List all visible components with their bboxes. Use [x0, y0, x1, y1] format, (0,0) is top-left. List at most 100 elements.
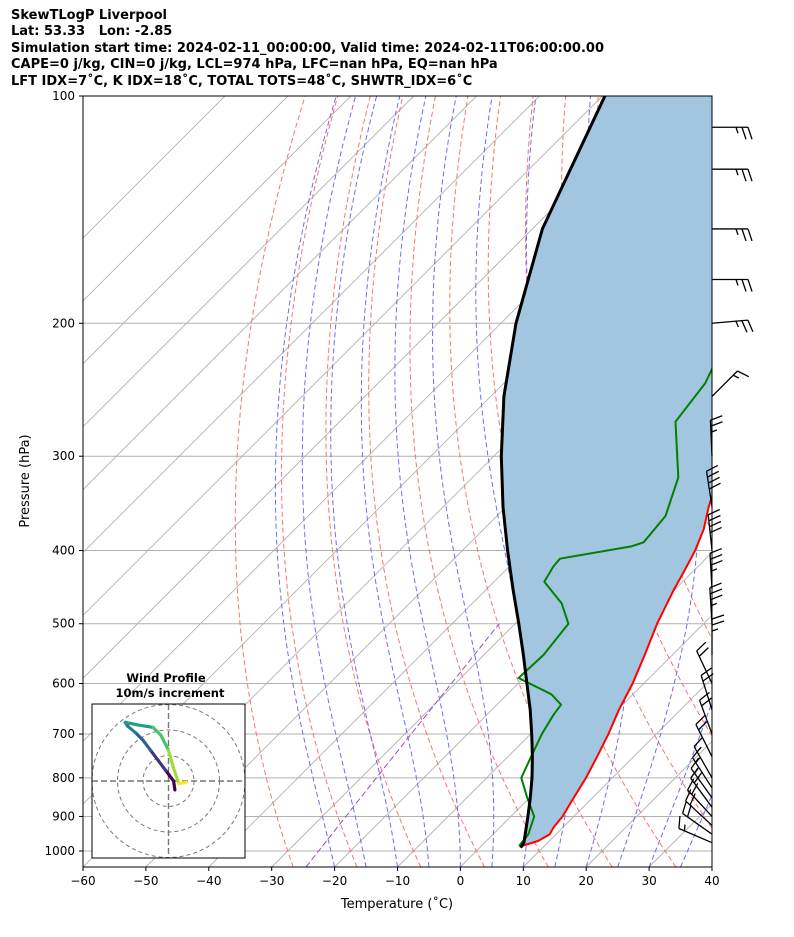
y-tick-label: 600 [52, 677, 75, 691]
x-tick-label: −60 [70, 874, 95, 888]
isotherm [83, 96, 352, 365]
dry-adiabat [325, 96, 422, 867]
moist-adiabat [394, 96, 461, 867]
wind-barb [678, 815, 713, 844]
hodograph-segment [166, 748, 176, 770]
moist-adiabat [617, 96, 699, 867]
hodograph-segment [151, 725, 163, 737]
barb-half-flag [710, 568, 718, 572]
barb-flag [685, 789, 692, 802]
x-tick-label: 0 [457, 874, 465, 888]
barb-half-flag [735, 228, 739, 236]
moist-adiabat [680, 793, 712, 867]
wind-barb [705, 464, 721, 507]
barb-half-flag [735, 320, 740, 328]
temperature-line [521, 493, 712, 847]
wind-barb [709, 547, 723, 590]
wind-barb [685, 789, 713, 826]
isotherm [334, 488, 712, 867]
barb-flag [702, 673, 714, 682]
y-tick-label: 500 [52, 617, 75, 631]
dry-adiabat [449, 96, 613, 867]
barb-flag [707, 508, 721, 516]
moist-adiabat [432, 96, 495, 867]
barb-flag [710, 594, 723, 601]
isotherm [83, 96, 540, 554]
wind-barb [707, 508, 722, 551]
barb-flag [709, 526, 722, 534]
wind-barb [709, 415, 723, 457]
dry-adiabat [368, 96, 485, 867]
barb-flag [689, 793, 696, 806]
barb-half-flag [695, 757, 701, 764]
profile-lines [499, 96, 712, 849]
x-tick-label: 20 [579, 874, 594, 888]
barb-flag [709, 588, 723, 595]
barb-half-flag [710, 429, 718, 433]
hodograph-segment [141, 738, 153, 753]
hodograph-title: Wind Profile [126, 671, 206, 685]
wind-barb [711, 370, 750, 397]
barb-flag [710, 415, 723, 421]
barb-flag [686, 804, 692, 818]
isotherm [83, 96, 666, 679]
barb-flag [711, 614, 725, 620]
y-axis-label: Pressure (hPa) [18, 434, 33, 527]
isotherm [711, 866, 712, 867]
y-tick-label: 700 [52, 727, 75, 741]
barb-flag [698, 647, 709, 657]
stability-indices-text: LFT IDX=7˚C, K IDX=18˚C, TOTAL TOTS=48˚C… [11, 73, 473, 89]
barb-flag [693, 736, 704, 748]
x-tick-label: −50 [133, 874, 158, 888]
barb-flag [741, 320, 748, 333]
moist-adiabat [330, 96, 398, 867]
dry-adiabat [761, 96, 794, 867]
wind-barb [712, 168, 753, 182]
moist-adiabat [475, 96, 533, 867]
barb-flag [681, 801, 687, 814]
isotherm [397, 551, 712, 867]
barb-flag [747, 228, 753, 242]
y-tick-label: 900 [52, 809, 75, 823]
barb-flag [747, 319, 754, 333]
x-axis-label: Temperature (˚C) [340, 896, 453, 912]
isotherm [83, 96, 603, 617]
dry-adiabat [234, 96, 306, 867]
wind-barbs [678, 126, 754, 844]
barb-flag [741, 279, 747, 292]
wind-barb [681, 801, 713, 835]
barb-flag [708, 476, 720, 484]
barb-flag [747, 127, 753, 140]
dry-adiabat [281, 96, 358, 867]
barb-flag [701, 697, 712, 707]
time-text: Simulation start time: 2024-02-11_00:00:… [11, 40, 604, 56]
y-tick-label: 300 [52, 449, 75, 463]
y-tick-label: 400 [52, 544, 75, 558]
barb-flag [678, 815, 681, 829]
dry-adiabat [729, 96, 794, 867]
cin-shading [501, 96, 712, 846]
moist-adiabat [648, 700, 712, 867]
parcel-path-line [499, 96, 607, 849]
x-tick-label: −40 [196, 874, 221, 888]
barb-half-flag [711, 628, 719, 632]
moist-adiabat [360, 96, 430, 867]
wind-barb [712, 126, 753, 140]
barb-flag [708, 482, 721, 490]
barb-flag [706, 464, 719, 472]
barb-flag [710, 559, 723, 566]
barb-flag [710, 553, 723, 560]
hodograph-segment [156, 758, 168, 773]
barb-flag [699, 691, 710, 701]
hodograph-inset: Wind Profile 10m/s increment [91, 671, 246, 859]
barb-half-flag [694, 767, 699, 774]
dry-adiabat [409, 96, 549, 867]
wind-barb [698, 691, 713, 735]
chart-title: SkewTLogP Liverpool [11, 8, 167, 23]
barb-half-flag [683, 824, 686, 831]
location-text: Lat: 53.33 Lon: -2.85 [11, 24, 173, 40]
hodograph-segment [123, 720, 140, 727]
moist-adiabat [301, 96, 367, 867]
barb-flag [737, 370, 750, 378]
